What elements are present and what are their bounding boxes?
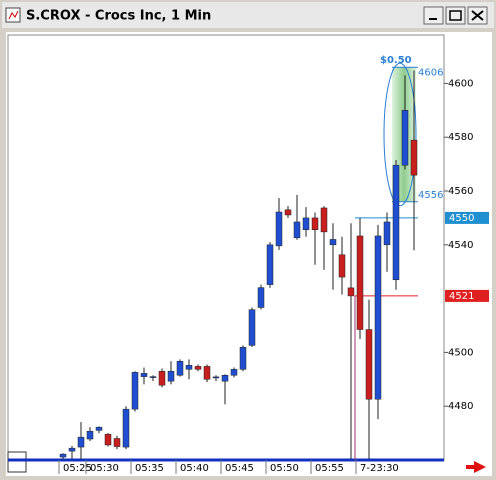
candle-body	[374, 235, 382, 400]
candle-body	[338, 254, 346, 278]
candle-body	[203, 366, 211, 380]
x-tick-label: 05:25	[63, 463, 92, 474]
y-tick-label: 4580	[448, 132, 473, 143]
candle-body	[86, 430, 94, 440]
app-icon-glyph	[8, 10, 19, 20]
candle-body	[167, 370, 175, 382]
x-tick-label: 05:45	[225, 463, 254, 474]
candle-body	[329, 239, 337, 246]
candle-body	[59, 453, 67, 458]
title-bar	[2, 2, 494, 28]
candle-body	[77, 436, 85, 448]
candle-body	[275, 211, 283, 247]
candle-body	[185, 365, 193, 370]
price-tag	[445, 289, 489, 302]
price-tag-label: 4550	[449, 213, 474, 224]
candle-body	[302, 217, 310, 230]
maximize-glyph	[449, 10, 462, 21]
candle-body	[347, 287, 355, 297]
measure-label: $0.50	[380, 55, 412, 66]
window-title: S.CROX - Crocs Inc, 1 Min	[26, 9, 211, 24]
candle-body	[68, 447, 76, 452]
x-tick-label: 05:55	[315, 463, 344, 474]
candle-body	[401, 110, 409, 166]
candle-body	[239, 347, 247, 370]
candle-body	[122, 408, 130, 448]
candle-body	[131, 372, 139, 410]
candle-body	[113, 438, 121, 447]
candle-body	[311, 217, 319, 230]
candle-body	[320, 207, 328, 233]
y-tick-label: 4500	[448, 347, 473, 358]
maximize-button[interactable]	[445, 6, 466, 25]
close-glyph	[471, 10, 484, 21]
x-tick-label: 05:40	[180, 463, 209, 474]
measure-low-label: 4556	[418, 190, 443, 201]
candle-body	[95, 426, 103, 431]
candle-body	[248, 309, 256, 346]
y-tick-label: 4560	[448, 186, 473, 197]
corner-box[interactable]	[7, 451, 27, 473]
x-tick-label: 05:50	[270, 463, 299, 474]
measure-high-label: 4606	[418, 67, 443, 78]
candle-body	[230, 369, 238, 376]
price-tag-label: 4521	[449, 291, 474, 302]
candle-body	[356, 235, 364, 330]
candle-body	[176, 361, 184, 376]
candle-body	[149, 376, 157, 378]
candle-body	[140, 373, 148, 377]
y-tick-label: 4600	[448, 78, 473, 89]
y-tick-label: 4540	[448, 240, 473, 251]
candle-body	[212, 376, 220, 379]
candle-body	[194, 366, 202, 370]
y-tick-label: 4480	[448, 401, 473, 412]
scroll-arrow[interactable]	[466, 461, 486, 473]
candle-body	[392, 164, 400, 281]
minimize-button[interactable]	[423, 6, 444, 25]
candle-body	[365, 329, 373, 400]
candle-body	[383, 221, 391, 246]
measure-outline	[383, 62, 417, 207]
candle-body	[104, 433, 112, 446]
window-controls[interactable]	[423, 6, 488, 25]
candle-body	[284, 209, 292, 216]
candle-body	[293, 221, 301, 239]
price-tag	[445, 211, 489, 224]
x-tick-label: 05:35	[135, 463, 164, 474]
candle-body	[257, 287, 265, 308]
candle-body	[266, 244, 274, 285]
candle-body	[158, 370, 166, 386]
x-tick-label: 7-23:30	[360, 463, 399, 474]
candle-body	[410, 139, 418, 176]
x-tick-label: 05:30	[90, 463, 119, 474]
chart: 4480 4500 4540 4560 4580 4600 4550 4521 $0.50 460…	[8, 55, 489, 474]
candle-body	[221, 375, 229, 382]
